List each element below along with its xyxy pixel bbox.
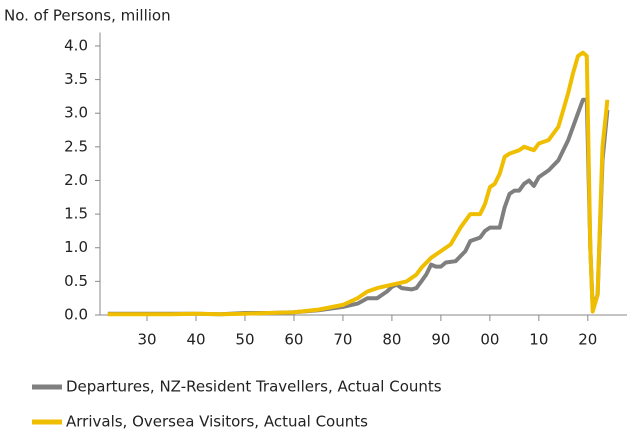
- series-line: [107, 50, 610, 317]
- y-tick-label: 2.5: [64, 137, 88, 155]
- y-axis-title: No. of Persons, million: [4, 7, 171, 25]
- y-tick-label: 1.5: [64, 205, 88, 223]
- y-tick-label: 1.0: [64, 238, 88, 256]
- legend-label: Arrivals, Oversea Visitors, Actual Count…: [66, 413, 368, 431]
- y-tick-label: 4.0: [64, 36, 88, 54]
- x-tick-label: 00: [480, 331, 499, 349]
- x-tick-label: 30: [137, 331, 156, 349]
- series-line: [107, 97, 610, 317]
- y-tick-label: 3.5: [64, 70, 88, 88]
- y-tick-label: 3.0: [64, 104, 88, 122]
- x-tick-label: 10: [529, 331, 548, 349]
- y-tick-label: 0.5: [64, 272, 88, 290]
- x-tick-label: 90: [431, 331, 450, 349]
- y-tick-label: 2.0: [64, 171, 88, 189]
- x-tick-label: 80: [382, 331, 401, 349]
- x-tick-label: 70: [333, 331, 352, 349]
- y-tick-label: 0.0: [64, 306, 88, 324]
- x-tick-label: 60: [284, 331, 303, 349]
- x-tick-label: 20: [578, 331, 597, 349]
- x-tick-label: 40: [186, 331, 205, 349]
- x-tick-label: 50: [235, 331, 254, 349]
- legend-label: Departures, NZ-Resident Travellers, Actu…: [66, 378, 442, 396]
